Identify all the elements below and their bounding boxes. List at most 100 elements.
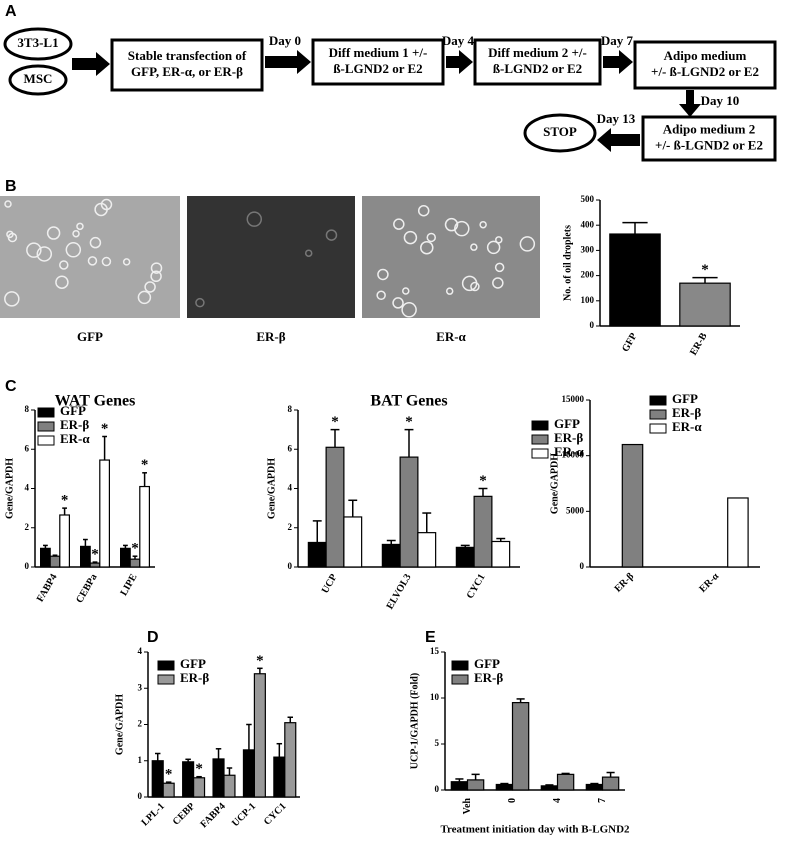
bar [325, 446, 345, 568]
legend-label: GFP [60, 403, 86, 418]
cell [195, 297, 205, 308]
node-text: Diff medium 1 +/- [329, 45, 428, 60]
arrow [679, 90, 701, 117]
error-bar [312, 520, 322, 543]
cell [479, 220, 487, 229]
error-bar [590, 782, 599, 785]
error-bar [622, 221, 648, 235]
legend-swatch [531, 420, 549, 431]
node-box [641, 115, 777, 162]
arrow [597, 128, 640, 152]
error-bar [154, 752, 161, 761]
cell [7, 232, 18, 243]
panel-label: B [5, 178, 17, 195]
error-bar [102, 435, 107, 461]
cell [59, 260, 69, 270]
error-bar [165, 781, 172, 784]
panel-label: E [425, 629, 436, 646]
legend-label: GFP [554, 416, 580, 431]
legend-swatch [37, 435, 55, 446]
x-tick-label: LIPE [118, 572, 139, 598]
cell [417, 204, 430, 217]
error-bar [246, 723, 252, 750]
significance-mark: * [479, 473, 487, 489]
cell [150, 270, 162, 283]
x-tick-label: ELVOL3 [385, 572, 414, 611]
bar [495, 783, 514, 791]
legend-swatch [157, 660, 175, 671]
x-tick-label: GFP [620, 331, 640, 354]
significance-mark: * [131, 541, 139, 557]
cell [4, 200, 12, 208]
bar [39, 547, 51, 568]
error-bar [330, 428, 340, 448]
legend-label: GFP [474, 656, 500, 671]
edge-label: Day 7 [601, 33, 634, 48]
bar [139, 485, 151, 568]
y-tick-label: 8 [25, 404, 30, 414]
x-tick-label: UCP [320, 572, 340, 595]
cell [36, 246, 53, 262]
cell [65, 242, 82, 258]
bar [609, 233, 661, 327]
node-text: Diff medium 2 +/- [488, 45, 587, 60]
legend-label: ER-β [180, 670, 209, 685]
bar [151, 760, 164, 798]
node-box [473, 38, 602, 86]
bar [621, 443, 644, 568]
legend-label: ER-α [554, 444, 584, 459]
error-bar [455, 778, 464, 782]
cell [445, 287, 454, 295]
error-bar [404, 428, 414, 458]
legend-label: ER-β [554, 430, 583, 445]
error-bar [478, 487, 488, 497]
y-tick-label: 2 [288, 522, 293, 532]
cell [137, 290, 152, 305]
legend-swatch [157, 674, 175, 685]
bar [381, 543, 401, 568]
error-bar [348, 499, 358, 517]
error-bar [43, 544, 48, 549]
significance-mark: * [141, 457, 149, 473]
x-tick-label: CYC1 [262, 801, 289, 828]
error-bar [92, 561, 98, 564]
error-bar [52, 554, 58, 557]
edge-label: Day 4 [442, 33, 475, 48]
cell [461, 275, 478, 292]
bar [473, 495, 493, 568]
bar [307, 541, 327, 568]
y-tick-label: 400 [581, 219, 595, 229]
cell [392, 297, 404, 309]
node-text: ß-LGND2 or E2 [333, 61, 422, 76]
bar [417, 532, 437, 568]
x-tick-label: ER-α [697, 571, 721, 595]
y-tick-label: 4 [288, 483, 293, 493]
error-bar [460, 544, 470, 548]
cell [426, 232, 437, 243]
cell [304, 249, 313, 257]
error-bar [471, 773, 480, 780]
y-tick-label: 100 [581, 295, 595, 305]
significance-mark: * [61, 493, 69, 509]
x-tick-label: FABP4 [35, 572, 60, 604]
error-bar [276, 742, 283, 758]
error-bar [287, 716, 294, 723]
legend-label: GFP [180, 656, 206, 671]
node-ellipse [8, 64, 68, 96]
arrow [603, 50, 633, 74]
node-text: 3T3-L1 [17, 35, 58, 50]
legend-swatch [37, 407, 55, 418]
x-tick-label: Veh [462, 798, 473, 815]
cell [26, 242, 42, 258]
significance-mark: * [331, 414, 339, 430]
image-caption: GFP [77, 329, 103, 344]
bar [129, 558, 141, 568]
bar [601, 776, 620, 791]
node-text: STOP [543, 124, 577, 139]
bar [223, 774, 236, 798]
legend-swatch [649, 423, 667, 434]
node-text: GFP, ER-α, or ER-β [131, 64, 243, 79]
cell [122, 258, 131, 266]
y-tick-label: 2 [138, 719, 143, 729]
